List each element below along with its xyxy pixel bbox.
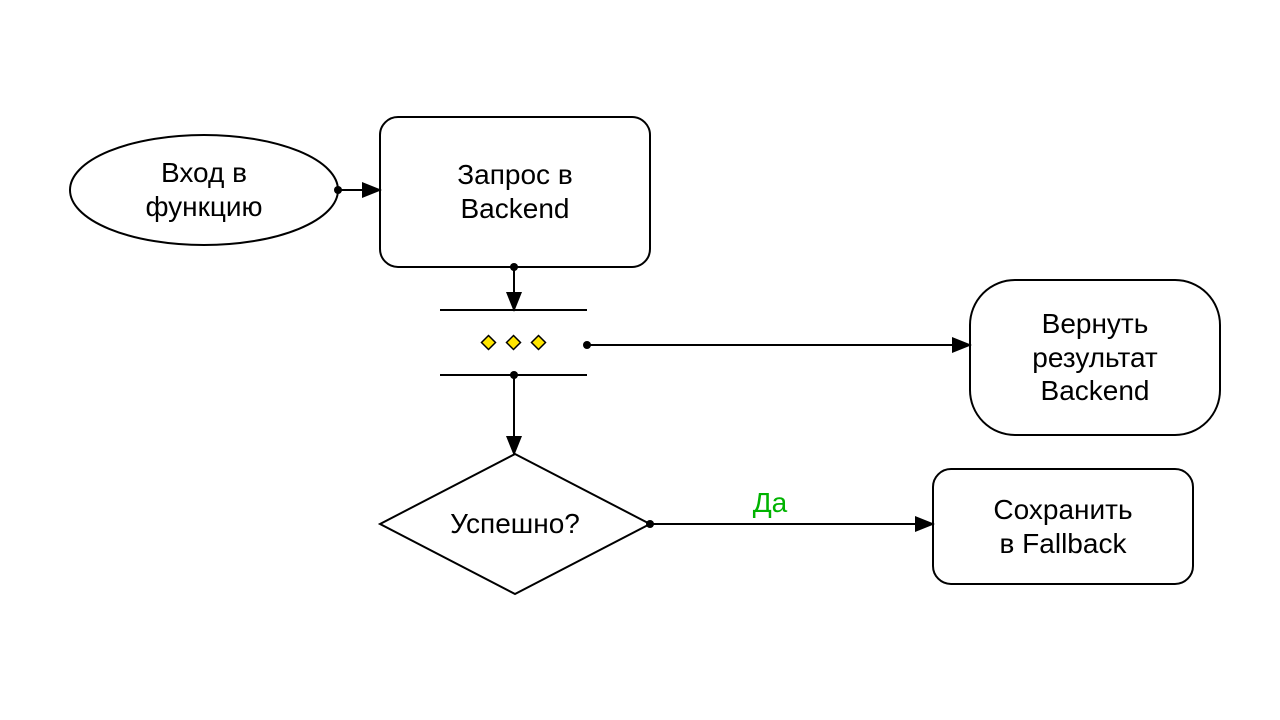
flowchart-canvas	[0, 0, 1280, 720]
